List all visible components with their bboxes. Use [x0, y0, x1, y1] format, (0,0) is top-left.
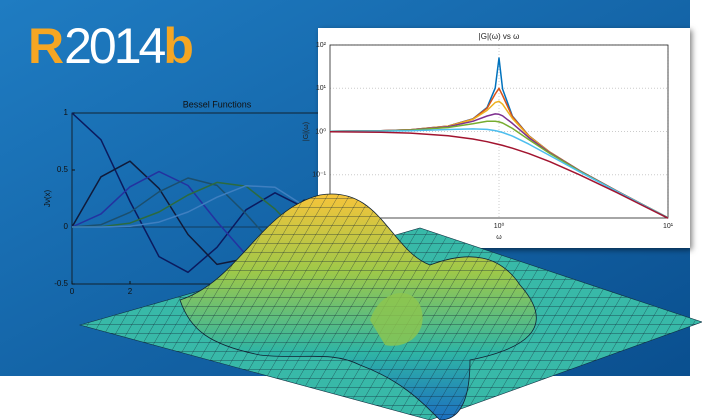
- series-line: [329, 130, 669, 219]
- x-tick-label: 10¹: [663, 223, 674, 230]
- y-tick-label: 1: [64, 108, 69, 117]
- series-line: [329, 128, 669, 219]
- y-tick-label: 10⁰: [315, 127, 326, 135]
- y-tick-label: 0.5: [57, 165, 69, 174]
- surface-plot: [78, 193, 702, 420]
- y-axis-label: Jν(x): [43, 190, 52, 208]
- y-tick-label: 10¹: [316, 85, 327, 92]
- logo-r: R: [28, 18, 64, 74]
- logo-year: 2014: [64, 18, 165, 74]
- y-tick-label: 10⁻¹: [312, 172, 326, 179]
- series-line: [329, 120, 669, 219]
- plot-frame: [329, 44, 669, 219]
- series-line: [72, 184, 334, 234]
- y-tick-label: 0: [64, 222, 69, 231]
- y-tick-label: -0.5: [54, 279, 68, 288]
- chart-title: Bessel Functions: [183, 99, 252, 109]
- series-line: [71, 112, 334, 274]
- chart-title: |G|(ω) vs ω: [479, 32, 520, 41]
- y-axis-label: |G|(ω): [303, 122, 310, 141]
- x-tick-label: 10⁰: [494, 222, 505, 230]
- x-tick-label: 2: [128, 287, 133, 296]
- y-tick-label: 10²: [316, 42, 327, 49]
- logo-b: b: [163, 18, 194, 74]
- x-tick-label: 0: [70, 287, 75, 296]
- bode-chart: 10² 10¹ 10⁰ 10⁻¹ 10⁰ 10¹ |G|(ω) vs ω ω |G|(ω): [303, 32, 674, 241]
- logo: R2014b: [28, 18, 194, 74]
- bode-panel: [318, 28, 690, 248]
- x-axis-label: ω: [496, 234, 502, 241]
- logo-text: R2014b: [28, 18, 194, 74]
